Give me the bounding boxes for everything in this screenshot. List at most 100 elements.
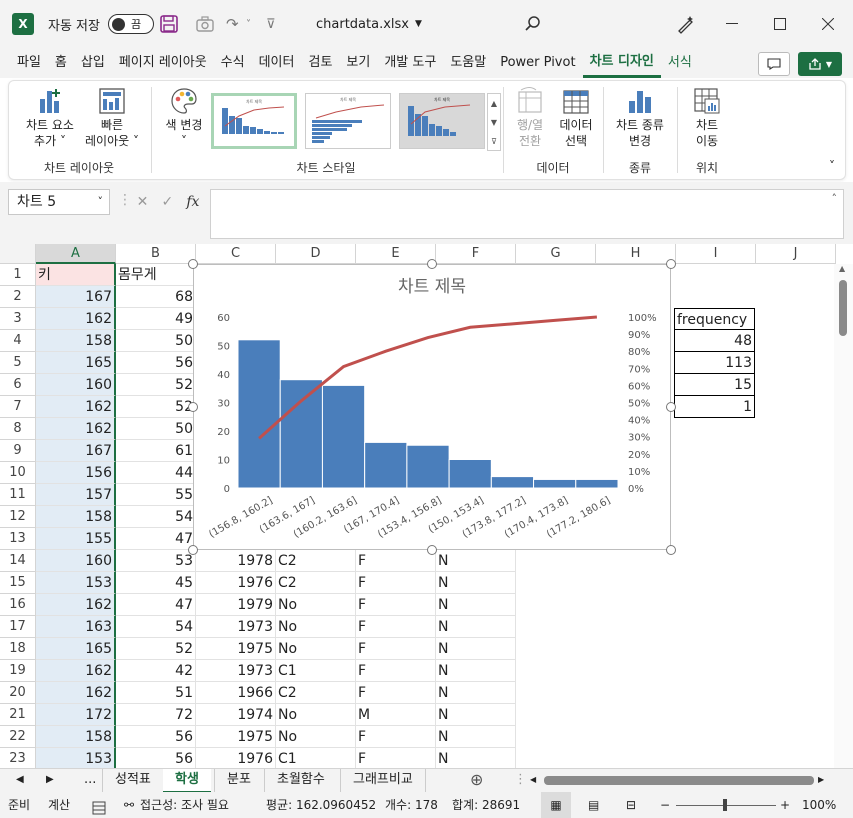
status-accessibility[interactable]: 접근성: 조사 필요 — [140, 798, 229, 812]
row-header[interactable]: 15 — [0, 572, 36, 594]
cell-a21[interactable]: 172 — [36, 704, 116, 726]
cell-b12[interactable]: 54 — [116, 506, 196, 528]
frequency-value-cell[interactable]: 15 — [674, 374, 755, 396]
scroll-left-icon[interactable]: ◀ — [530, 775, 537, 784]
row-header[interactable]: 10 — [0, 462, 36, 484]
cell-b8[interactable]: 50 — [116, 418, 196, 440]
cell-b3[interactable]: 49 — [116, 308, 196, 330]
row-header[interactable]: 23 — [0, 748, 36, 768]
row-header[interactable]: 21 — [0, 704, 36, 726]
cell-e15[interactable]: F — [356, 572, 436, 594]
tab-data[interactable]: 데이터 — [258, 55, 295, 70]
cell-e22[interactable]: F — [356, 726, 436, 748]
confirm-icon[interactable]: ✓ — [161, 194, 174, 210]
row-header[interactable]: 7 — [0, 396, 36, 418]
cell-d21[interactable]: No — [276, 704, 356, 726]
document-title[interactable]: chartdata.xlsx ▼ — [316, 0, 422, 48]
cell-d16[interactable]: No — [276, 594, 356, 616]
cell-e19[interactable]: F — [356, 660, 436, 682]
formula-input[interactable]: ˄ — [210, 189, 844, 239]
cell-a13[interactable]: 155 — [36, 528, 116, 550]
column-header-c[interactable]: C — [196, 244, 276, 264]
cell-b11[interactable]: 55 — [116, 484, 196, 506]
cell-c16[interactable]: 1979 — [196, 594, 276, 616]
share-button[interactable]: ▼ — [798, 52, 842, 76]
sheet-tab[interactable]: 초월함수 — [264, 769, 337, 793]
cell-a17[interactable]: 163 — [36, 616, 116, 638]
resize-handle[interactable] — [427, 259, 437, 269]
cell-f15[interactable]: N — [436, 572, 516, 594]
resize-handle[interactable] — [666, 402, 676, 412]
switch-row-column-button[interactable]: 행/열 전환 — [509, 87, 551, 149]
row-header[interactable]: 9 — [0, 440, 36, 462]
cell-f22[interactable]: N — [436, 726, 516, 748]
cell-f14[interactable]: N — [436, 550, 516, 572]
add-chart-element-button[interactable]: 차트 요소 추가 ˅ — [19, 87, 81, 149]
cell-a22[interactable]: 158 — [36, 726, 116, 748]
row-header[interactable]: 22 — [0, 726, 36, 748]
tabs-splitter-icon[interactable]: ⋮ — [514, 772, 527, 787]
cell-d17[interactable]: No — [276, 616, 356, 638]
cell-c22[interactable]: 1975 — [196, 726, 276, 748]
cell-b5[interactable]: 56 — [116, 352, 196, 374]
cell-b19[interactable]: 42 — [116, 660, 196, 682]
cell-a20[interactable]: 162 — [36, 682, 116, 704]
maximize-button[interactable] — [765, 0, 795, 48]
tab-help[interactable]: 도움말 — [450, 55, 487, 70]
insert-function-icon[interactable]: fx — [186, 194, 200, 210]
row-header[interactable]: 2 — [0, 286, 36, 308]
cell-a19[interactable]: 162 — [36, 660, 116, 682]
cell-d19[interactable]: C1 — [276, 660, 356, 682]
cell-b22[interactable]: 56 — [116, 726, 196, 748]
cell-a18[interactable]: 165 — [36, 638, 116, 660]
frequency-header-cell[interactable]: frequency — [674, 308, 755, 330]
cell-f23[interactable]: N — [436, 748, 516, 768]
sheet-tab[interactable]: 그래프비교 — [340, 769, 426, 793]
pareto-chart[interactable]: 차트 제목 0 10 20 30 40 50 60 0% 10% 20% 30% 40% 50% 60% 70… — [193, 264, 671, 550]
cell-b17[interactable]: 54 — [116, 616, 196, 638]
row-header[interactable]: 4 — [0, 330, 36, 352]
cell-b13[interactable]: 47 — [116, 528, 196, 550]
cell-a23[interactable]: 153 — [36, 748, 116, 768]
tab-power-pivot[interactable]: Power Pivot — [500, 55, 576, 70]
cancel-icon[interactable]: ✕ — [136, 194, 149, 210]
column-header-j[interactable]: J — [756, 244, 836, 264]
minimize-button[interactable] — [717, 0, 747, 48]
vertical-scrollbar[interactable]: ▲ — [834, 264, 853, 768]
zoom-slider-thumb[interactable] — [723, 799, 727, 811]
row-header[interactable]: 6 — [0, 374, 36, 396]
cell-b16[interactable]: 47 — [116, 594, 196, 616]
page-layout-view-icon[interactable]: ▤ — [588, 798, 600, 812]
macro-record-icon[interactable] — [92, 798, 106, 815]
zoom-in-icon[interactable]: + — [780, 798, 791, 812]
cell-a16[interactable]: 162 — [36, 594, 116, 616]
tab-formulas[interactable]: 수식 — [220, 55, 245, 70]
cell-c15[interactable]: 1976 — [196, 572, 276, 594]
cell-d18[interactable]: No — [276, 638, 356, 660]
row-header[interactable]: 5 — [0, 352, 36, 374]
row-header[interactable]: 20 — [0, 682, 36, 704]
cell-b21[interactable]: 72 — [116, 704, 196, 726]
row-header[interactable]: 19 — [0, 660, 36, 682]
cell-d20[interactable]: C2 — [276, 682, 356, 704]
close-button[interactable] — [813, 0, 843, 48]
customize-toolbar-icon[interactable]: ⊽ — [266, 16, 276, 32]
prev-sheet-icon[interactable]: ◀ — [16, 774, 24, 785]
cell-e16[interactable]: F — [356, 594, 436, 616]
cell-c14[interactable]: 1978 — [196, 550, 276, 572]
cell-a5[interactable]: 165 — [36, 352, 116, 374]
redo-dropdown-icon[interactable]: ˅ — [246, 18, 251, 30]
cell-c23[interactable]: 1976 — [196, 748, 276, 768]
status-calculate[interactable]: 계산 — [48, 798, 71, 812]
tab-view[interactable]: 보기 — [346, 55, 371, 70]
cell-a14[interactable]: 160 — [36, 550, 116, 572]
row-header[interactable]: 18 — [0, 638, 36, 660]
column-header-a[interactable]: A — [36, 244, 116, 264]
cell-e18[interactable]: F — [356, 638, 436, 660]
cell-c21[interactable]: 1974 — [196, 704, 276, 726]
next-sheet-icon[interactable]: ▶ — [46, 774, 54, 785]
quick-layout-button[interactable]: 빠른 레이아웃 ˅ — [79, 87, 145, 149]
status-count[interactable]: 개수: 178 — [385, 798, 438, 812]
select-data-button[interactable]: 데이터 선택 — [555, 87, 597, 149]
cell-f18[interactable]: N — [436, 638, 516, 660]
